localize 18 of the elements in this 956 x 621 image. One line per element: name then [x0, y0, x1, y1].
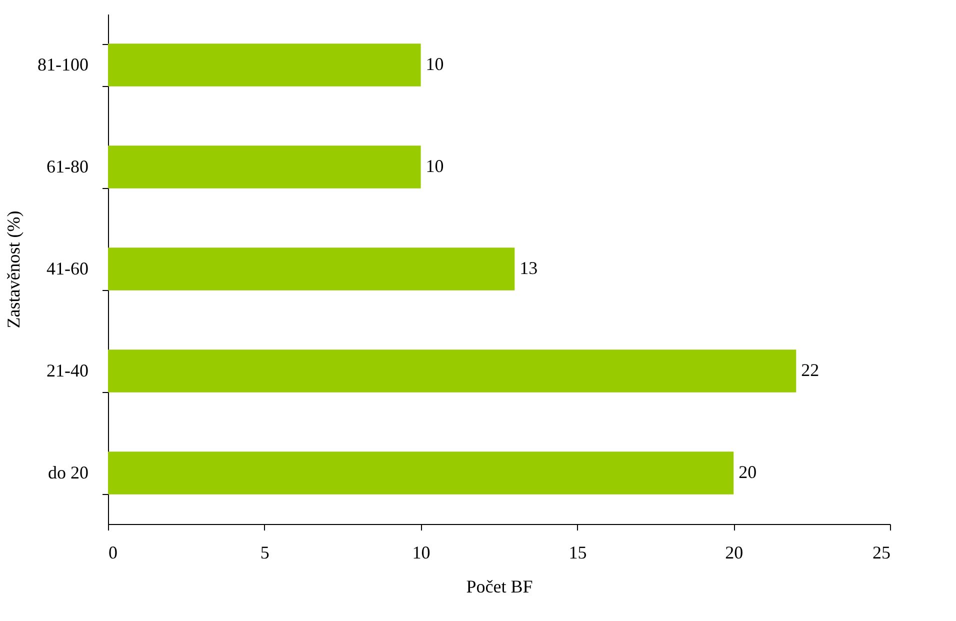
y-axis-title: Zastavěnost (%): [4, 210, 24, 328]
x-tick-label: 25: [872, 542, 890, 562]
y-tick-label: 41-60: [46, 258, 88, 278]
data-label: 10: [426, 54, 444, 74]
y-tick-label: 81-100: [38, 54, 88, 74]
y-tick-label: 21-40: [46, 360, 88, 380]
x-tick-label: 10: [412, 542, 430, 562]
data-label: 10: [426, 156, 444, 176]
data-label: 22: [801, 360, 820, 380]
y-tick-label: do 20: [48, 462, 88, 482]
y-tick-label: 61-80: [46, 156, 88, 176]
x-tick-label: 15: [568, 542, 587, 562]
x-tick-label: 5: [260, 542, 270, 562]
x-axis-title: Počet BF: [466, 576, 533, 596]
x-tick-label: 0: [108, 542, 118, 562]
x-tick-label: 20: [725, 542, 744, 562]
data-label: 13: [520, 258, 538, 278]
data-label: 20: [738, 462, 757, 482]
